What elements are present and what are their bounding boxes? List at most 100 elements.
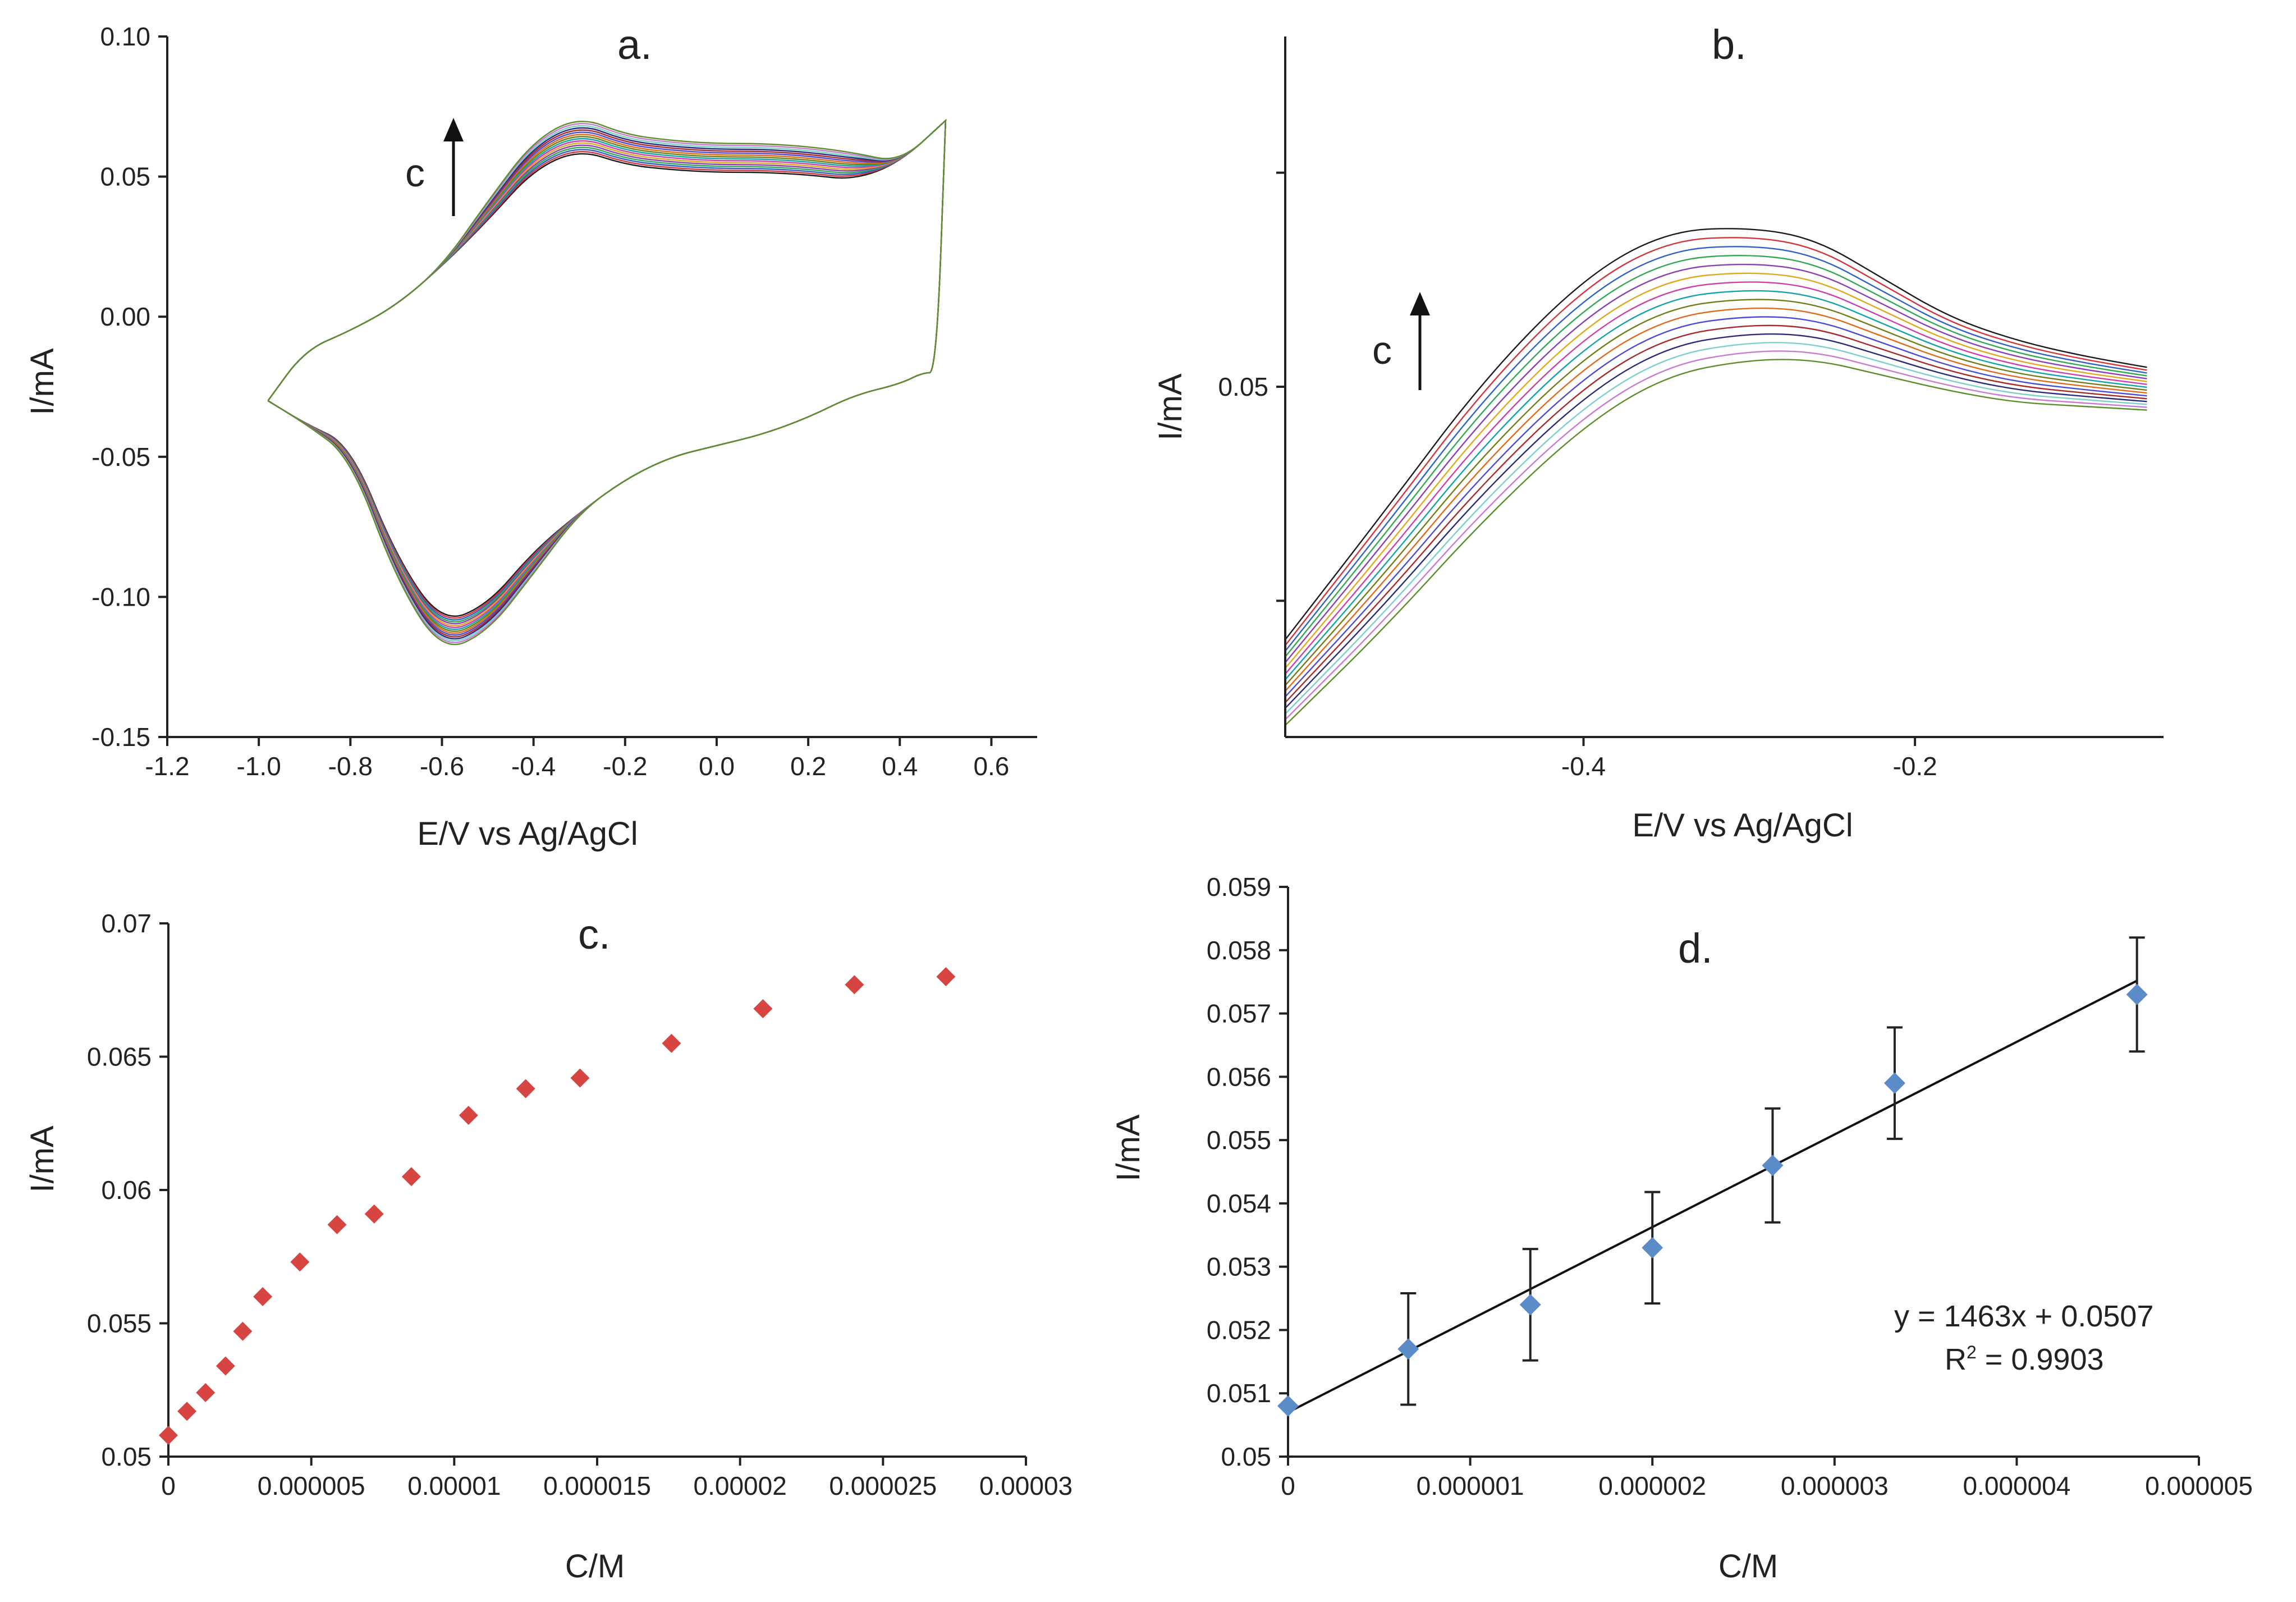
panel-b-axes: -0.4 -0.2 0.05 — [1218, 36, 2164, 781]
panel-a-x-tick-label: -1.0 — [237, 752, 281, 781]
panel-b-arrow-label: c — [1372, 328, 1392, 372]
panel-c-x-tick-label: 0.00002 — [694, 1471, 787, 1500]
panel-b-x-tick-label: -0.4 — [1561, 752, 1606, 781]
panel-c-data-point — [290, 1252, 310, 1272]
panel-a-x-tick-label: -0.2 — [603, 752, 647, 781]
panel-c-data-point — [253, 1287, 273, 1306]
panel-b-cv-curve — [1285, 316, 2147, 698]
panel-a-cv-curve — [267, 118, 947, 640]
panel-b-title: b. — [1712, 21, 1747, 68]
panel-a-cv-curve — [267, 118, 947, 628]
panel-d-data-point — [1762, 1155, 1784, 1177]
panel-c-data-point — [459, 1106, 478, 1125]
panel-d-fit-line — [1287, 979, 2138, 1413]
panel-a-cv-curve — [267, 118, 947, 646]
panel-d-r2-sup: 2 — [1967, 1342, 1977, 1362]
panel-d-xlabel: C/M — [1718, 1548, 1778, 1585]
panel-d-y-tick-label: 0.054 — [1207, 1189, 1271, 1218]
panel-d-data-point — [1883, 1072, 1905, 1094]
panel-c-y-tick-label: 0.07 — [101, 909, 152, 938]
panel-a-cyclic-voltammogram: a. -1.2 -1.0 -0.8 -0.6 -0.4 -0.2 0.0 0.2 0.4 0.6-… — [24, 21, 1037, 852]
panel-a-cv-curve — [267, 118, 947, 623]
panel-a-cv-curve — [267, 118, 947, 625]
panel-d-y-tick-label: 0.051 — [1207, 1379, 1271, 1408]
panel-b-arrow-head-icon — [1410, 292, 1430, 315]
panel-c-x-tick-label: 0.00003 — [979, 1471, 1073, 1500]
panel-d-x-tick-label: 0.000001 — [1417, 1471, 1524, 1500]
panel-d-ylabel: I/mA — [1110, 1114, 1147, 1182]
panel-c-y-tick-label: 0.05 — [101, 1442, 152, 1471]
panel-a-x-tick-label: 0.2 — [790, 752, 826, 781]
panel-c-x-tick-label: 0 — [161, 1471, 176, 1500]
panel-a-x-tick-label: -1.2 — [145, 752, 189, 781]
panel-c-y-tick-label: 0.055 — [87, 1309, 152, 1338]
panel-a-arrow-label: c — [405, 151, 425, 195]
panel-a-cv-curve — [267, 118, 947, 626]
panel-c-data-point — [516, 1079, 535, 1098]
panel-a-title: a. — [617, 21, 652, 68]
panel-b-cv-curve — [1285, 228, 2147, 640]
panel-a-cv-curve — [267, 118, 947, 634]
panel-a-y-tick-label: -0.15 — [91, 722, 150, 752]
panel-c-data-point — [159, 1426, 178, 1445]
panel-a-y-tick-label: 0.00 — [100, 302, 150, 331]
panel-a-cv-curve — [267, 118, 947, 619]
panel-c-xlabel: C/M — [565, 1548, 625, 1585]
panel-d-y-tick-label: 0.055 — [1207, 1125, 1271, 1155]
panel-a-y-tick-label: -0.05 — [91, 442, 150, 472]
panel-d-r2-value: = 0.9903 — [1977, 1343, 2104, 1376]
panel-c-data-point — [845, 975, 864, 995]
panel-c-data-point — [936, 967, 956, 986]
panel-a-cv-curve — [267, 118, 947, 636]
panel-d-x-tick-label: 0.000003 — [1781, 1471, 1889, 1500]
panel-a-x-tick-label: 0.4 — [882, 752, 918, 781]
panel-a-curves — [267, 118, 947, 646]
panel-b-cv-curve — [1285, 290, 2147, 680]
panel-c-data-point — [327, 1215, 347, 1234]
panel-d-r-squared: R2 = 0.9903 — [1945, 1342, 2104, 1376]
panel-a-x-tick-label: 0.0 — [699, 752, 735, 781]
panel-d-x-tick-label: 0.000004 — [1963, 1471, 2070, 1500]
panel-b-cv-curve — [1285, 299, 2147, 686]
panel-d-x-tick-label: 0.000002 — [1598, 1471, 1706, 1500]
panel-c-y-tick-label: 0.065 — [87, 1042, 152, 1072]
panel-b-curves — [1285, 228, 2147, 726]
panel-a-ylabel: I/mA — [24, 348, 61, 415]
panel-c-x-tick-label: 0.000005 — [258, 1471, 365, 1500]
panel-d-data-point — [1397, 1338, 1419, 1360]
panel-b-cv-curve — [1285, 255, 2147, 657]
panel-a-cv-curve — [267, 118, 947, 638]
panel-a-y-tick-label: 0.05 — [100, 162, 150, 191]
panel-d-r2-label: R — [1945, 1343, 1967, 1376]
panel-a-xlabel: E/V vs Ag/AgCl — [417, 816, 638, 852]
panel-c-points — [159, 967, 956, 1445]
panel-c-title: c. — [578, 911, 611, 958]
panel-d-x-tick-label: 0 — [1281, 1471, 1295, 1500]
panel-a-axes: -1.2 -1.0 -0.8 -0.6 -0.4 -0.2 0.0 0.2 0.4 0.6 -0.1… — [91, 22, 1037, 781]
panel-d-data-point — [1642, 1237, 1663, 1258]
panel-d-points — [1277, 936, 2148, 1417]
panel-c-x-tick-label: 0.000025 — [829, 1471, 937, 1500]
panel-c-axes: 0 0.000005 0.00001 0.000015 0.00002 0.000025 0… — [87, 909, 1073, 1500]
panel-d-y-tick-label: 0.059 — [1207, 872, 1271, 901]
panel-a-x-tick-label: -0.4 — [511, 752, 556, 781]
panel-a-x-tick-label: -0.8 — [328, 752, 373, 781]
panel-d-x-tick-label: 0.000005 — [2145, 1471, 2253, 1500]
panel-b-cv-curve — [1285, 359, 2147, 726]
panel-c-data-point — [753, 999, 773, 1018]
panel-a-cv-curve — [267, 118, 947, 621]
panel-d-trendline — [1287, 979, 2138, 1413]
panel-b-cv-curve — [1285, 246, 2147, 652]
panel-a-y-tick-label: -0.10 — [91, 582, 150, 611]
panel-b-cv-curve — [1285, 263, 2147, 663]
panel-a-cv-curve — [267, 118, 947, 617]
panel-d-title: d. — [1678, 925, 1713, 972]
panel-b-x-tick-label: -0.2 — [1892, 752, 1937, 781]
panel-b-cv-curve — [1285, 307, 2147, 692]
panel-a-x-tick-label: 0.6 — [973, 752, 1009, 781]
panel-a-y-tick-label: 0.10 — [100, 22, 150, 51]
panel-c-data-point — [570, 1068, 590, 1088]
panel-b-cv-curve — [1285, 324, 2147, 703]
panel-a-cv-curve — [267, 118, 947, 632]
